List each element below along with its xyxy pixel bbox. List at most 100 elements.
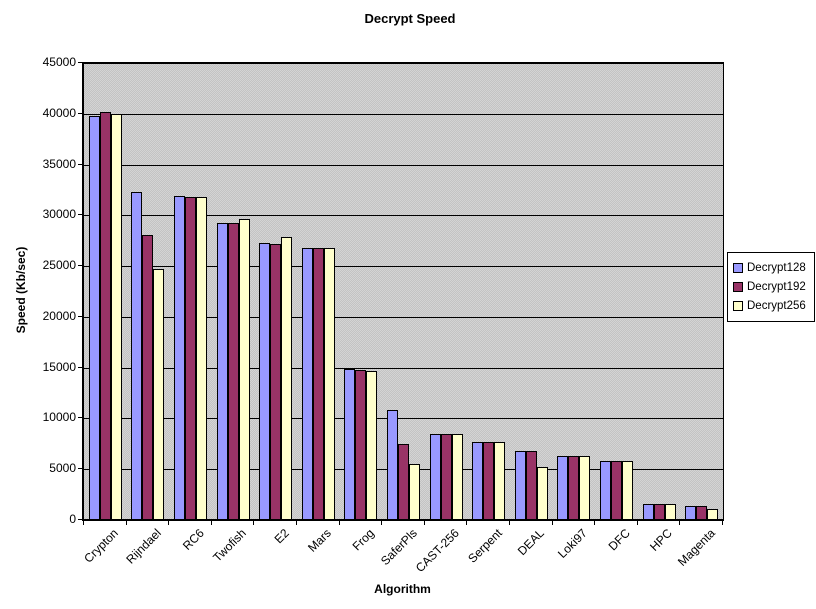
y-tick-mark (78, 519, 83, 520)
legend-item-decrypt256: Decrypt256 (733, 300, 809, 312)
x-axis-title: Algorithm (374, 582, 431, 596)
bar-decrypt192-e2 (270, 244, 281, 520)
bar-decrypt256-rc6 (196, 197, 207, 520)
bar-decrypt192-saferpls (398, 444, 409, 520)
y-tick-label: 5000 (49, 461, 76, 475)
gridline-40000 (84, 114, 723, 115)
bar-decrypt128-mars (302, 248, 313, 520)
bar-decrypt256-rijndael (153, 269, 164, 520)
gridline-25000 (84, 266, 723, 267)
x-tick-mark (253, 520, 254, 525)
bar-decrypt256-cast-256 (452, 434, 463, 520)
y-tick-mark (78, 417, 83, 418)
x-tick-mark (466, 520, 467, 525)
bar-decrypt128-deal (515, 451, 526, 520)
x-tick-mark (381, 520, 382, 525)
gridline-10000 (84, 418, 723, 419)
y-tick-label: 20000 (42, 309, 76, 323)
bar-decrypt128-twofish (217, 223, 228, 520)
gridline-35000 (84, 165, 723, 166)
x-tick-mark (126, 520, 127, 525)
y-tick-label: 0 (69, 512, 76, 526)
legend-item-decrypt128: Decrypt128 (733, 262, 809, 274)
gridline-30000 (84, 215, 723, 216)
x-tick-label-hpc: HPC (647, 526, 675, 554)
bar-decrypt128-loki97 (557, 456, 568, 520)
bar-decrypt192-deal (526, 451, 537, 520)
x-tick-mark (339, 520, 340, 525)
x-tick-mark (679, 520, 680, 525)
bar-decrypt256-loki97 (579, 456, 590, 520)
y-tick-label: 45000 (42, 55, 76, 69)
bar-decrypt192-rijndael (142, 235, 153, 520)
bar-decrypt256-saferpls (409, 464, 420, 520)
x-tick-mark (509, 520, 510, 525)
plot-area (82, 62, 724, 521)
x-tick-label-crypton: Crypton (81, 526, 121, 566)
x-tick-label-twofish: Twofish (210, 526, 249, 565)
bar-decrypt128-dfc (600, 461, 611, 520)
bar-decrypt128-frog (344, 369, 355, 520)
y-tick-label: 40000 (42, 106, 76, 120)
y-tick-label: 25000 (42, 258, 76, 272)
x-tick-label-serpent: Serpent (465, 526, 505, 566)
x-tick-label-dfc: DFC (605, 526, 633, 554)
bar-decrypt192-frog (355, 370, 366, 520)
y-tick-label: 10000 (42, 410, 76, 424)
x-tick-mark (296, 520, 297, 525)
legend-key-icon (733, 263, 743, 273)
y-axis-line (82, 63, 84, 521)
x-tick-mark (168, 520, 169, 525)
x-tick-label-loki97: Loki97 (554, 526, 590, 561)
bar-decrypt128-hpc (643, 504, 654, 520)
legend-label: Decrypt128 (747, 262, 806, 274)
x-tick-label-cast-256: CAST-256 (412, 526, 462, 576)
bar-decrypt256-mars (324, 248, 335, 520)
x-tick-mark (722, 520, 723, 525)
bar-decrypt128-rijndael (131, 192, 142, 520)
bar-decrypt192-loki97 (568, 456, 579, 520)
legend-label: Decrypt256 (747, 300, 806, 312)
legend-key-icon (733, 301, 743, 311)
bar-decrypt128-e2 (259, 243, 270, 520)
y-tick-mark (78, 164, 83, 165)
x-tick-mark (211, 520, 212, 525)
x-tick-mark (637, 520, 638, 525)
bar-decrypt128-magenta (685, 506, 696, 520)
bar-decrypt256-magenta (707, 509, 718, 520)
legend-key-icon (733, 282, 743, 292)
bar-decrypt192-twofish (228, 223, 239, 520)
gridline-15000 (84, 368, 723, 369)
gridline-20000 (84, 317, 723, 318)
y-tick-mark (78, 468, 83, 469)
bar-decrypt192-hpc (654, 504, 665, 520)
y-tick-mark (78, 316, 83, 317)
bar-decrypt128-saferpls (387, 410, 398, 520)
y-tick-mark (78, 265, 83, 266)
x-tick-label-e2: E2 (271, 526, 292, 547)
x-tick-label-deal: DEAL (514, 526, 547, 559)
bar-decrypt256-twofish (239, 219, 250, 520)
x-tick-label-magenta: Magenta (674, 526, 718, 569)
y-tick-label: 30000 (42, 207, 76, 221)
x-tick-label-rijndael: Rijndael (123, 526, 164, 567)
y-tick-mark (78, 214, 83, 215)
bar-decrypt192-mars (313, 248, 324, 520)
x-tick-label-mars: Mars (305, 526, 334, 555)
chart-title: Decrypt Speed (364, 11, 456, 26)
y-tick-mark (78, 113, 83, 114)
gridline-45000 (84, 63, 723, 64)
y-tick-label: 35000 (42, 157, 76, 171)
bar-decrypt192-magenta (696, 506, 707, 520)
x-tick-label-rc6: RC6 (180, 526, 207, 553)
y-tick-label: 15000 (42, 360, 76, 374)
bar-decrypt256-e2 (281, 237, 292, 520)
bar-decrypt192-serpent (483, 442, 494, 520)
y-tick-mark (78, 62, 83, 63)
bar-decrypt192-crypton (100, 112, 111, 520)
bar-decrypt192-dfc (611, 461, 622, 520)
x-tick-mark (594, 520, 595, 525)
x-tick-mark (83, 520, 84, 525)
legend-item-decrypt192: Decrypt192 (733, 281, 809, 293)
x-tick-label-saferpls: SaferPls (377, 526, 420, 568)
